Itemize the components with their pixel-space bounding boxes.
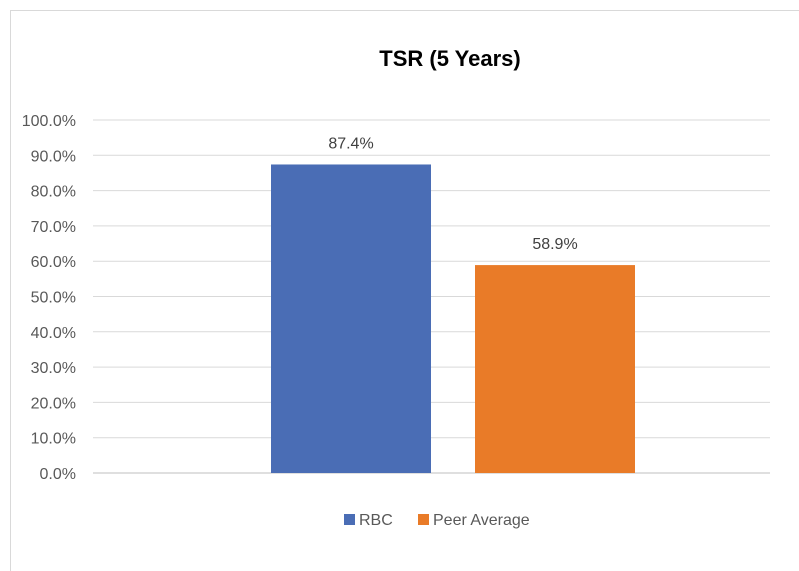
chart-frame — [10, 10, 799, 571]
y-tick-label: 50.0% — [31, 290, 76, 307]
y-tick-label: 0.0% — [40, 466, 76, 483]
y-tick-label: 30.0% — [31, 360, 76, 377]
y-tick-label: 20.0% — [31, 395, 76, 412]
data-labels: 87.4% 58.9% — [328, 135, 577, 253]
y-tick-label: 10.0% — [31, 431, 76, 448]
data-label: 58.9% — [532, 236, 577, 253]
gridlines — [93, 119, 770, 474]
legend-swatch — [344, 514, 355, 525]
y-tick-label: 70.0% — [31, 219, 76, 236]
legend-label: RBC — [359, 512, 393, 529]
y-tick-label: 60.0% — [31, 254, 76, 271]
data-label: 87.4% — [328, 135, 373, 152]
y-tick-label: 90.0% — [31, 148, 76, 165]
bar-peer-average — [475, 265, 635, 473]
y-tick-label: 100.0% — [22, 113, 76, 130]
y-axis-ticks: 0.0% 10.0% 20.0% 30.0% 40.0% 50.0% 60.0% 70.0% 8… — [22, 113, 76, 483]
y-tick-label: 40.0% — [31, 325, 76, 342]
legend-label: Peer Average — [433, 512, 530, 529]
chart-title: TSR (5 Years) — [379, 46, 520, 71]
y-tick-label: 80.0% — [31, 184, 76, 201]
bar-rbc — [271, 164, 431, 473]
bars — [271, 164, 635, 473]
legend: RBC Peer Average — [344, 512, 530, 529]
legend-swatch — [418, 514, 429, 525]
